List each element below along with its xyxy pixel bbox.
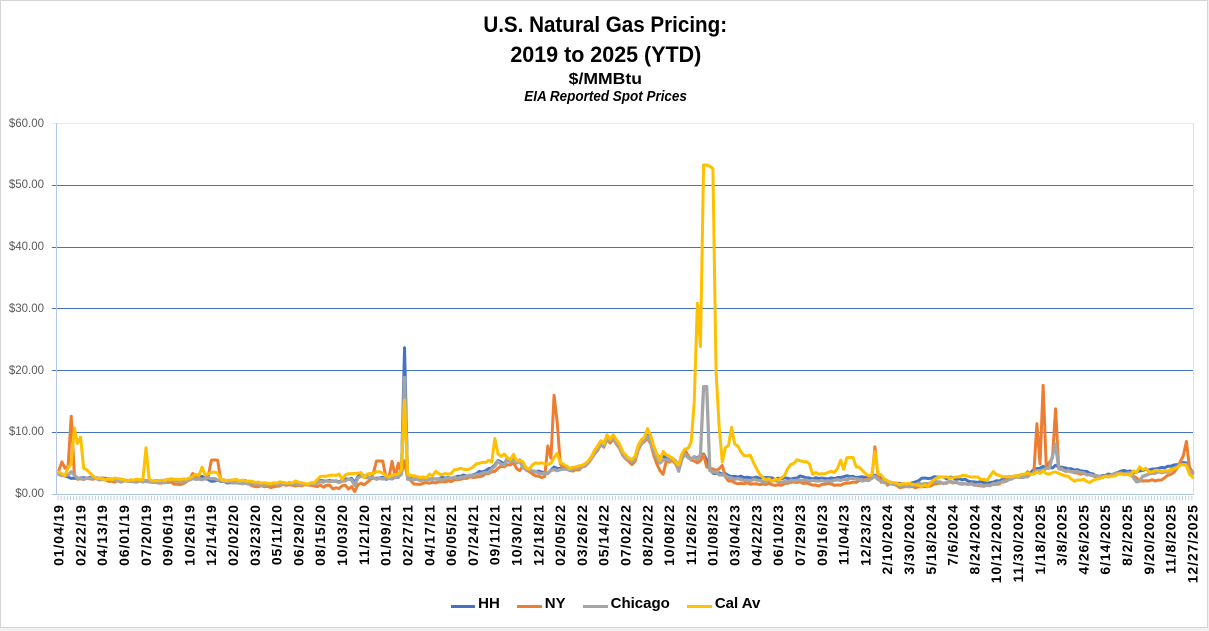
svg-text:8/24/2024: 8/24/2024: [966, 504, 982, 574]
svg-text:12/27/2025: 12/27/2025: [1185, 504, 1201, 583]
svg-text:09/16/23: 09/16/23: [814, 504, 830, 566]
svg-text:01/08/23: 01/08/23: [705, 504, 721, 566]
svg-text:6/14/2025: 6/14/2025: [1097, 504, 1113, 574]
svg-text:12/23/23: 12/23/23: [857, 504, 873, 566]
svg-text:8/2/2025: 8/2/2025: [1119, 504, 1135, 566]
svg-text:3/30/2024: 3/30/2024: [901, 504, 917, 574]
svg-text:10/26/19: 10/26/19: [181, 504, 197, 566]
svg-text:05/14/22: 05/14/22: [596, 504, 612, 566]
svg-text:04/17/21: 04/17/21: [421, 504, 437, 566]
svg-text:03/04/23: 03/04/23: [727, 504, 743, 566]
svg-text:08/15/20: 08/15/20: [312, 504, 328, 566]
svg-text:12/14/19: 12/14/19: [203, 504, 219, 566]
svg-text:02/02/20: 02/02/20: [225, 504, 241, 566]
svg-text:07/24/21: 07/24/21: [465, 504, 481, 566]
svg-text:06/05/21: 06/05/21: [443, 504, 459, 566]
svg-text:09/11/21: 09/11/21: [487, 504, 503, 565]
svg-text:08/20/22: 08/20/22: [639, 504, 655, 566]
svg-text:12/18/21: 12/18/21: [530, 504, 546, 566]
svg-text:3/8/2025: 3/8/2025: [1054, 504, 1070, 566]
svg-text:07/20/19: 07/20/19: [138, 504, 154, 566]
svg-text:10/12/2024: 10/12/2024: [988, 504, 1004, 583]
svg-text:05/11/20: 05/11/20: [269, 504, 285, 565]
svg-text:06/01/19: 06/01/19: [116, 504, 132, 566]
svg-text:11/04/23: 11/04/23: [836, 504, 852, 565]
svg-text:07/29/23: 07/29/23: [792, 504, 808, 566]
svg-text:4/26/2025: 4/26/2025: [1075, 504, 1091, 574]
svg-text:04/22/23: 04/22/23: [748, 504, 764, 566]
svg-text:06/10/23: 06/10/23: [770, 504, 786, 566]
svg-text:11/21/20: 11/21/20: [356, 504, 372, 565]
svg-text:1/18/2025: 1/18/2025: [1032, 504, 1048, 574]
svg-text:04/13/19: 04/13/19: [94, 504, 110, 566]
svg-text:02/05/22: 02/05/22: [552, 504, 568, 566]
svg-text:02/27/21: 02/27/21: [399, 504, 415, 566]
svg-text:5/18/2024: 5/18/2024: [923, 504, 939, 574]
svg-text:01/09/21: 01/09/21: [378, 504, 394, 566]
svg-text:03/23/20: 03/23/20: [247, 504, 263, 566]
svg-text:11/8/2025: 11/8/2025: [1163, 504, 1179, 574]
svg-text:11/30/2024: 11/30/2024: [1010, 504, 1026, 582]
svg-text:11/26/22: 11/26/22: [683, 504, 699, 565]
svg-text:10/03/20: 10/03/20: [334, 504, 350, 566]
svg-text:9/20/2025: 9/20/2025: [1141, 504, 1157, 574]
svg-text:03/26/22: 03/26/22: [574, 504, 590, 566]
svg-text:02/22/19: 02/22/19: [72, 504, 88, 566]
svg-text:2/10/2024: 2/10/2024: [879, 504, 895, 574]
svg-text:09/06/19: 09/06/19: [160, 504, 176, 566]
svg-text:01/04/19: 01/04/19: [51, 504, 67, 566]
svg-text:10/30/21: 10/30/21: [509, 504, 525, 566]
svg-text:7/6/2024: 7/6/2024: [945, 504, 961, 566]
svg-text:06/29/20: 06/29/20: [290, 504, 306, 566]
svg-text:07/02/22: 07/02/22: [618, 504, 634, 566]
svg-text:10/08/22: 10/08/22: [661, 504, 677, 566]
